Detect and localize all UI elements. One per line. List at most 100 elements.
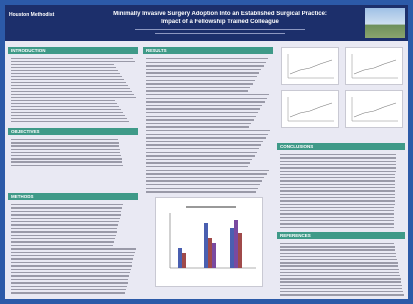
- text-line: [11, 67, 116, 68]
- text-line: [280, 262, 398, 263]
- text-line: [280, 288, 402, 289]
- text-line: [11, 100, 115, 101]
- small-chart: [281, 47, 339, 85]
- text-line: [280, 217, 394, 218]
- bar-chart: [155, 197, 263, 287]
- text-line: [11, 79, 124, 80]
- chart-graphic: [282, 48, 338, 84]
- text-line: [280, 200, 395, 201]
- text-line: [11, 115, 125, 116]
- text-line: [11, 282, 128, 283]
- text-line: [280, 161, 396, 162]
- text-line: [146, 173, 267, 174]
- text-line: [11, 218, 120, 219]
- text-line: [146, 188, 258, 189]
- text-line: [146, 83, 253, 84]
- text-line: [280, 272, 399, 273]
- text-line: [280, 220, 394, 221]
- text-line: [280, 285, 402, 286]
- text-line: [146, 170, 269, 171]
- text-line: [11, 211, 121, 212]
- text-line: [11, 76, 122, 77]
- title: Impact of a Fellowship Trained Colleague: [100, 19, 340, 25]
- text-line: [11, 121, 129, 122]
- text-line: [11, 158, 122, 159]
- text-line: [280, 243, 394, 244]
- text-line: [280, 210, 394, 211]
- text-line: [11, 275, 129, 276]
- text-line: [146, 180, 262, 181]
- chart-graphic: [282, 91, 338, 127]
- chart-graphic: [156, 198, 262, 286]
- text-line: [11, 82, 126, 83]
- text-line: [11, 155, 121, 156]
- text-line: [11, 149, 120, 150]
- text-line: [11, 165, 123, 166]
- text-line: [280, 204, 395, 205]
- section-header: REFERENCES: [277, 232, 405, 239]
- text-line: [11, 269, 131, 270]
- text-line: [146, 162, 250, 163]
- text-line: [146, 130, 270, 131]
- text-line: [280, 294, 404, 295]
- text-line: [280, 291, 403, 292]
- text-line: [146, 69, 261, 70]
- section-header: METHODS: [8, 193, 138, 200]
- authors: [135, 29, 305, 30]
- section-header: OBJECTIVES: [8, 128, 138, 135]
- text-line: [11, 221, 119, 222]
- text-line: [146, 76, 257, 77]
- text-line: [11, 118, 127, 119]
- text-line: [11, 248, 136, 249]
- text-line: [146, 184, 260, 185]
- text-line: [146, 101, 265, 102]
- text-line: [146, 119, 254, 120]
- text-line: [146, 126, 249, 127]
- text-line: [280, 171, 396, 172]
- section-header: CONCLUSIONS: [277, 143, 405, 150]
- text-line: [280, 164, 396, 165]
- text-line: [280, 207, 394, 208]
- text-line: [11, 235, 116, 236]
- text-line: [146, 144, 261, 145]
- text-line: [11, 255, 134, 256]
- text-line: [146, 134, 268, 135]
- text-line: [280, 194, 395, 195]
- text-line: [11, 103, 117, 104]
- text-line: [11, 224, 118, 225]
- text-line: [11, 64, 114, 65]
- text-line: [11, 97, 136, 98]
- text-line: [146, 191, 256, 192]
- small-chart: [345, 47, 403, 85]
- text-line: [280, 154, 396, 155]
- text-line: [11, 94, 134, 95]
- logo: Houston Methodist: [9, 12, 64, 18]
- text-line: [146, 112, 258, 113]
- text-line: [280, 265, 398, 266]
- text-line: [280, 223, 394, 224]
- text-line: [280, 227, 394, 228]
- chart-graphic: [346, 48, 402, 84]
- text-line: [146, 105, 262, 106]
- poster: Houston Methodist Minimally Invasive Sur…: [5, 5, 408, 299]
- text-line: [146, 98, 267, 99]
- text-line: [280, 177, 395, 178]
- text-line: [11, 245, 113, 246]
- text-line: [146, 155, 255, 156]
- text-line: [280, 249, 395, 250]
- text-line: [280, 253, 396, 254]
- text-line: [11, 109, 121, 110]
- page: Houston Methodist Minimally Invasive Sur…: [0, 0, 413, 304]
- section-header: RESULTS: [143, 47, 273, 54]
- text-line: [11, 258, 133, 259]
- text-line: [11, 272, 130, 273]
- text-line: [11, 292, 125, 293]
- text-line: [146, 80, 255, 81]
- text-line: [11, 241, 114, 242]
- text-line: [11, 152, 120, 153]
- text-line: [146, 87, 250, 88]
- text-line: [146, 90, 248, 91]
- text-line: [146, 166, 248, 167]
- text-line: [146, 58, 268, 59]
- text-line: [11, 262, 132, 263]
